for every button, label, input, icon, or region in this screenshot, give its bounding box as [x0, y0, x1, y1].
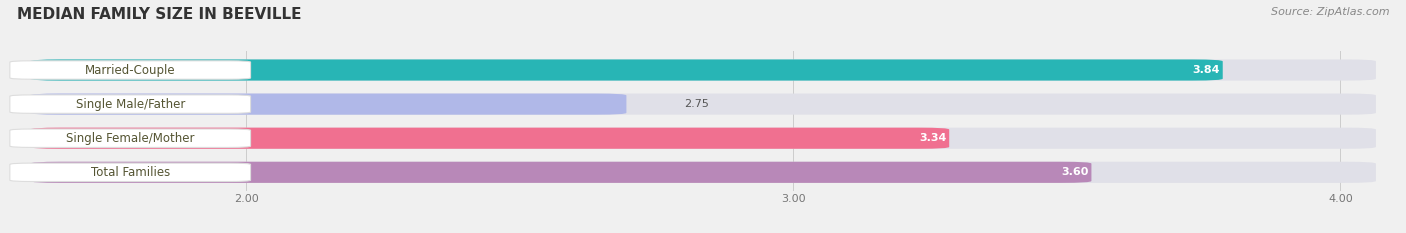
Text: MEDIAN FAMILY SIZE IN BEEVILLE: MEDIAN FAMILY SIZE IN BEEVILLE: [17, 7, 301, 22]
Text: 3.84: 3.84: [1192, 65, 1220, 75]
Text: Single Male/Father: Single Male/Father: [76, 98, 186, 111]
FancyBboxPatch shape: [30, 59, 1376, 81]
Text: 2.75: 2.75: [683, 99, 709, 109]
FancyBboxPatch shape: [10, 129, 250, 147]
FancyBboxPatch shape: [10, 163, 250, 182]
Text: 3.34: 3.34: [920, 133, 946, 143]
FancyBboxPatch shape: [30, 128, 949, 149]
Text: Total Families: Total Families: [90, 166, 170, 179]
FancyBboxPatch shape: [10, 61, 250, 79]
FancyBboxPatch shape: [10, 95, 250, 113]
FancyBboxPatch shape: [30, 128, 1376, 149]
Text: Single Female/Mother: Single Female/Mother: [66, 132, 194, 145]
FancyBboxPatch shape: [30, 162, 1091, 183]
Text: Source: ZipAtlas.com: Source: ZipAtlas.com: [1271, 7, 1389, 17]
FancyBboxPatch shape: [30, 162, 1376, 183]
FancyBboxPatch shape: [30, 93, 1376, 115]
FancyBboxPatch shape: [30, 93, 627, 115]
Text: Married-Couple: Married-Couple: [84, 64, 176, 76]
FancyBboxPatch shape: [30, 59, 1223, 81]
Text: 3.60: 3.60: [1062, 167, 1088, 177]
